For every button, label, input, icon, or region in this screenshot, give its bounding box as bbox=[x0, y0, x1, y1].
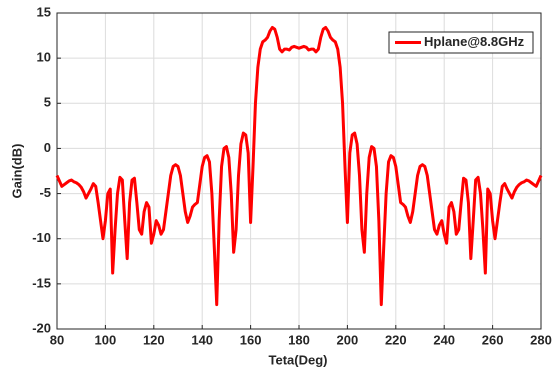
x-tick-label: 80 bbox=[50, 332, 64, 347]
x-tick-label: 140 bbox=[191, 332, 213, 347]
x-tick-label: 180 bbox=[288, 332, 310, 347]
data-line bbox=[55, 25, 543, 307]
x-axis-label: Teta(Deg) bbox=[269, 352, 328, 367]
y-tick-label: 15 bbox=[37, 4, 51, 19]
y-tick-label: -5 bbox=[39, 185, 51, 200]
x-tick-label: 240 bbox=[433, 332, 455, 347]
y-tick-label: 10 bbox=[37, 50, 51, 65]
x-tick-label: 200 bbox=[337, 332, 359, 347]
y-tick-label: 0 bbox=[44, 140, 51, 155]
y-tick-label: 5 bbox=[44, 95, 51, 110]
y-tick-label: -15 bbox=[32, 275, 51, 290]
x-tick-label: 120 bbox=[143, 332, 165, 347]
x-tick-label: 100 bbox=[95, 332, 117, 347]
x-tick-label: 220 bbox=[385, 332, 407, 347]
legend-box bbox=[388, 31, 534, 54]
x-tick-label: 260 bbox=[482, 332, 504, 347]
y-tick-label: -20 bbox=[32, 320, 51, 335]
y-tick-label: -10 bbox=[32, 230, 51, 245]
x-tick-label: 160 bbox=[240, 332, 262, 347]
plot-frame bbox=[56, 12, 542, 330]
x-tick-label: 280 bbox=[530, 332, 552, 347]
legend-label: Hplane@8.8GHz bbox=[424, 34, 525, 49]
y-axis-label: Gain(dB) bbox=[9, 144, 24, 199]
